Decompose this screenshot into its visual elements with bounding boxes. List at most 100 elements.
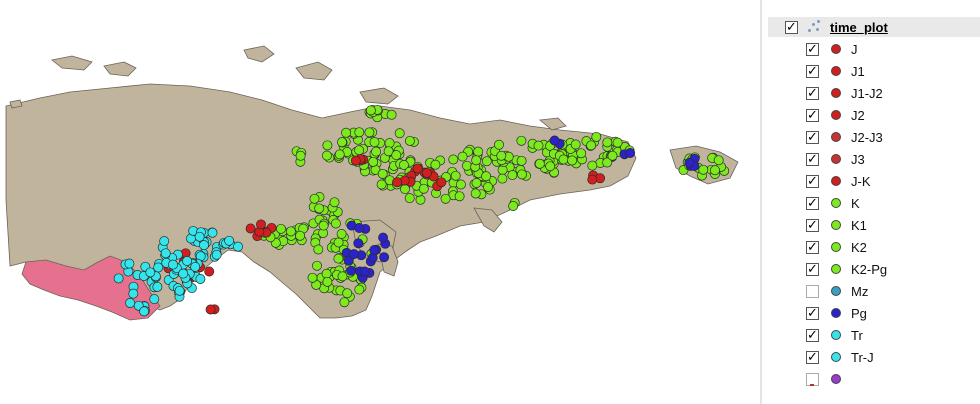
map-point[interactable]: [378, 232, 389, 243]
map-point[interactable]: [337, 137, 347, 148]
map-point[interactable]: [517, 169, 527, 180]
legend-item[interactable]: ✓ K: [762, 192, 980, 214]
map-point[interactable]: [567, 155, 578, 166]
map-point[interactable]: [354, 145, 365, 156]
map-point[interactable]: [233, 241, 243, 252]
legend-item[interactable]: ✓ K1: [762, 214, 980, 236]
legend-item[interactable]: ✓ K2: [762, 236, 980, 258]
map-point[interactable]: [330, 218, 341, 229]
map-point[interactable]: [534, 158, 545, 169]
map-point[interactable]: [473, 146, 484, 157]
legend-checkbox[interactable]: ✓: [806, 195, 819, 211]
legend-item[interactable]: ✓ Pg: [762, 302, 980, 324]
legend-checkbox[interactable]: ✓: [806, 239, 819, 255]
map-point[interactable]: [386, 109, 397, 120]
legend-checkbox[interactable]: ✓: [806, 217, 819, 233]
map-point[interactable]: [207, 227, 218, 238]
map-point[interactable]: [139, 306, 150, 317]
map-point[interactable]: [545, 161, 556, 172]
legend-item[interactable]: ✓ J2-J3: [762, 126, 980, 148]
legend-checkbox[interactable]: ✓: [806, 349, 819, 365]
map-point[interactable]: [285, 226, 296, 237]
map-point[interactable]: [448, 154, 459, 165]
map-point[interactable]: [591, 131, 602, 142]
map-point[interactable]: [450, 170, 461, 181]
map-point[interactable]: [178, 268, 189, 279]
map-point[interactable]: [713, 155, 724, 166]
map-point[interactable]: [457, 151, 468, 162]
legend-item[interactable]: ✓ J3: [762, 148, 980, 170]
map-point[interactable]: [607, 150, 618, 161]
map-point[interactable]: [392, 177, 403, 188]
map-point[interactable]: [309, 193, 320, 204]
map-point[interactable]: [354, 127, 365, 138]
map-point[interactable]: [353, 238, 364, 249]
map-point[interactable]: [368, 156, 379, 167]
map-point[interactable]: [318, 220, 329, 231]
map-point[interactable]: [471, 178, 482, 188]
legend-item[interactable]: ✓ J1: [762, 60, 980, 82]
legend-checkbox[interactable]: ✓: [806, 41, 819, 57]
legend-checkbox[interactable]: ✓: [806, 261, 819, 277]
map-point[interactable]: [204, 266, 215, 277]
map-point[interactable]: [339, 297, 350, 308]
map-point[interactable]: [314, 203, 325, 214]
map-point[interactable]: [421, 168, 432, 178]
map-point[interactable]: [295, 150, 306, 161]
legend-item[interactable]: ✓ Tr-J: [762, 346, 980, 368]
map-point[interactable]: [470, 188, 481, 199]
legend-checkbox[interactable]: ✓: [806, 107, 819, 123]
legend-item[interactable]: ✓ J-K: [762, 170, 980, 192]
legend-checkbox[interactable]: ✓: [806, 85, 819, 101]
legend-checkbox[interactable]: [806, 284, 819, 298]
map-point[interactable]: [698, 164, 709, 175]
map-point[interactable]: [199, 240, 209, 251]
legend-checkbox[interactable]: ✓: [806, 305, 819, 321]
map-point[interactable]: [329, 197, 340, 208]
map-point[interactable]: [337, 271, 348, 282]
map-point[interactable]: [174, 285, 185, 296]
map-point[interactable]: [496, 150, 507, 161]
map-point[interactable]: [587, 174, 598, 185]
map-point[interactable]: [182, 256, 193, 266]
map-point[interactable]: [152, 281, 163, 292]
map-point[interactable]: [341, 127, 352, 138]
map-point[interactable]: [418, 183, 429, 194]
map-point[interactable]: [307, 272, 318, 283]
map-point[interactable]: [471, 155, 482, 166]
panel-divider[interactable]: [760, 0, 762, 404]
map-point[interactable]: [494, 139, 504, 150]
map-point[interactable]: [440, 193, 451, 204]
map-point[interactable]: [612, 137, 623, 148]
map-canvas[interactable]: [0, 0, 760, 404]
map-point[interactable]: [398, 160, 409, 170]
legend-item[interactable]: ✓ Tr: [762, 324, 980, 346]
map-point[interactable]: [404, 193, 415, 204]
map-point[interactable]: [586, 140, 597, 151]
map-point[interactable]: [113, 273, 124, 284]
layer-visibility-checkbox[interactable]: ✓: [785, 19, 798, 35]
map-point[interactable]: [313, 244, 324, 255]
map-point[interactable]: [321, 268, 332, 279]
map-point[interactable]: [159, 236, 170, 247]
map-point[interactable]: [570, 139, 581, 150]
legend-item[interactable]: ✓ J: [762, 38, 980, 60]
legend-checkbox[interactable]: ✓: [806, 151, 819, 167]
map-point[interactable]: [334, 149, 345, 160]
map-point[interactable]: [342, 288, 353, 299]
map-point[interactable]: [349, 249, 359, 260]
layer-name[interactable]: time_plot: [830, 19, 888, 35]
map-point[interactable]: [587, 160, 598, 171]
map-point[interactable]: [160, 248, 171, 259]
map-point[interactable]: [376, 179, 387, 190]
map-point[interactable]: [194, 231, 205, 242]
map-point[interactable]: [354, 284, 365, 295]
map-point[interactable]: [391, 150, 402, 161]
map-point[interactable]: [602, 157, 613, 168]
map-point[interactable]: [602, 137, 613, 148]
map-point[interactable]: [516, 135, 527, 146]
map-point[interactable]: [149, 294, 160, 305]
map-point[interactable]: [558, 154, 569, 165]
map-point[interactable]: [379, 252, 390, 263]
map-point[interactable]: [359, 266, 370, 277]
